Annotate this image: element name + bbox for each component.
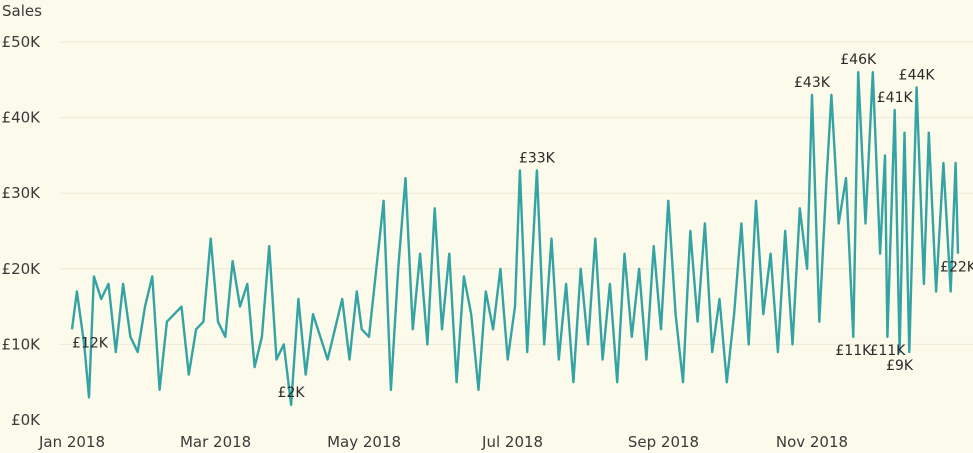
y-tick-label: £0K <box>11 411 41 429</box>
y-tick-label: £30K <box>2 184 42 202</box>
sales-series-line <box>70 71 960 407</box>
data-label: £46K <box>840 52 877 68</box>
data-label: £44K <box>899 67 936 83</box>
data-labels: £12K£2K£33K£43K£46K£41K£44K£11K£11K£9K£2… <box>72 52 973 401</box>
data-label: £11K <box>869 343 906 359</box>
data-label: £12K <box>72 335 109 351</box>
x-tick-label: Sep 2018 <box>628 433 699 451</box>
data-label: £9K <box>886 358 914 374</box>
y-tick-label: £40K <box>2 109 42 127</box>
y-tick-label: £20K <box>2 260 42 278</box>
x-tick-label: Jul 2018 <box>481 433 543 451</box>
y-tick-label: £10K <box>2 335 42 353</box>
y-tick-label: £50K <box>2 33 42 51</box>
data-label: £43K <box>794 75 831 91</box>
data-label: £2K <box>278 385 306 401</box>
x-tick-label: May 2018 <box>327 433 401 451</box>
y-axis: £0K £10K £20K £30K £40K £50K <box>2 33 42 429</box>
x-tick-label: Nov 2018 <box>776 433 848 451</box>
data-label: £22K <box>940 260 973 276</box>
data-label: £33K <box>519 151 556 167</box>
y-axis-title: Sales <box>2 2 42 20</box>
x-tick-label: Mar 2018 <box>180 433 251 451</box>
x-axis: Jan 2018 Mar 2018 May 2018 Jul 2018 Sep 2018… <box>38 433 848 451</box>
data-label: £11K <box>835 343 872 359</box>
data-label: £41K <box>877 90 914 106</box>
x-tick-label: Jan 2018 <box>38 433 105 451</box>
